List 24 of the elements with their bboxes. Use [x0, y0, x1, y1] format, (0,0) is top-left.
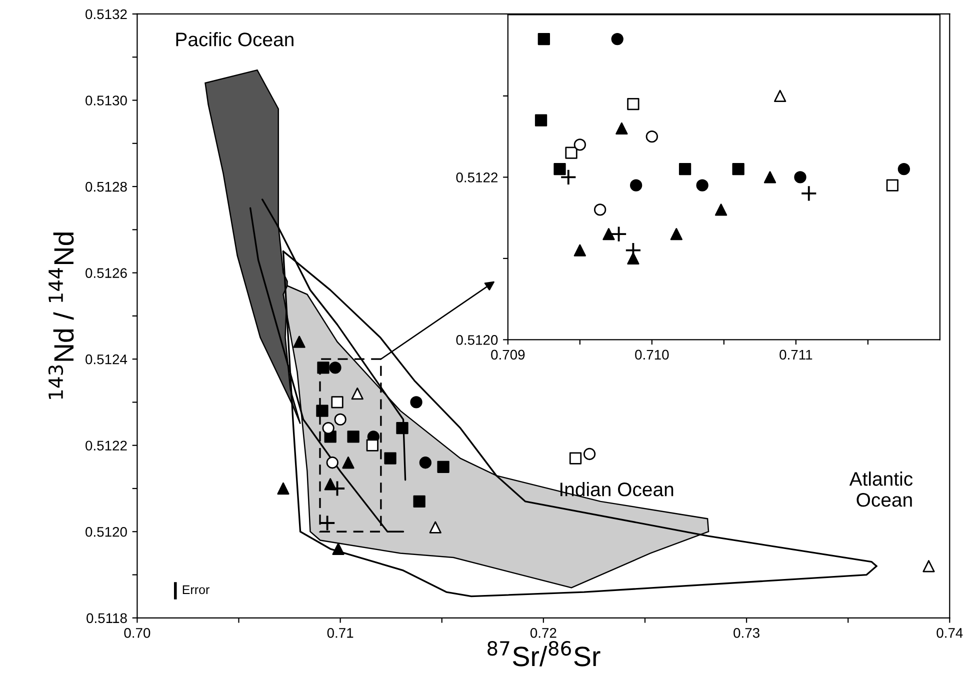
- x-tick-label: 0.709: [491, 350, 525, 360]
- y-tick-label: 0.5126: [86, 268, 127, 278]
- y-axis-title: $^{143}$Nd / $^{144}$Nd: [48, 232, 74, 399]
- x-tick-label: 0.71: [327, 628, 354, 638]
- x-tick-label: 0.74: [936, 628, 963, 638]
- x-tick-label: 0.711: [780, 350, 812, 360]
- y-tick-label: 0.5132: [86, 9, 127, 20]
- y-tick-label: 0.5130: [86, 96, 127, 106]
- annotation: Error: [182, 585, 210, 594]
- y-tick-label: 0.5128: [86, 182, 127, 192]
- annotation: Indian Ocean: [560, 482, 674, 496]
- y-tick-label: 0.5120: [456, 335, 498, 345]
- y-tick-label: 0.5124: [86, 354, 128, 364]
- y-tick-label: 0.5120: [86, 526, 127, 537]
- x-axis-title: $^{87}$Sr/$^{86}$Sr: [488, 640, 600, 666]
- y-tick-label: 0.5118: [86, 613, 127, 624]
- x-tick-label: 0.70: [124, 628, 150, 638]
- annotation: Pacific Ocean: [176, 32, 294, 46]
- x-tick-label: 0.73: [734, 628, 760, 638]
- x-tick-label: 0.710: [635, 350, 669, 360]
- x-tick-label: 0.72: [530, 628, 556, 638]
- y-tick-label: 0.5122: [86, 440, 127, 451]
- annotation: Atlantic Ocean: [849, 472, 913, 507]
- y-tick-label: 0.5122: [456, 172, 498, 182]
